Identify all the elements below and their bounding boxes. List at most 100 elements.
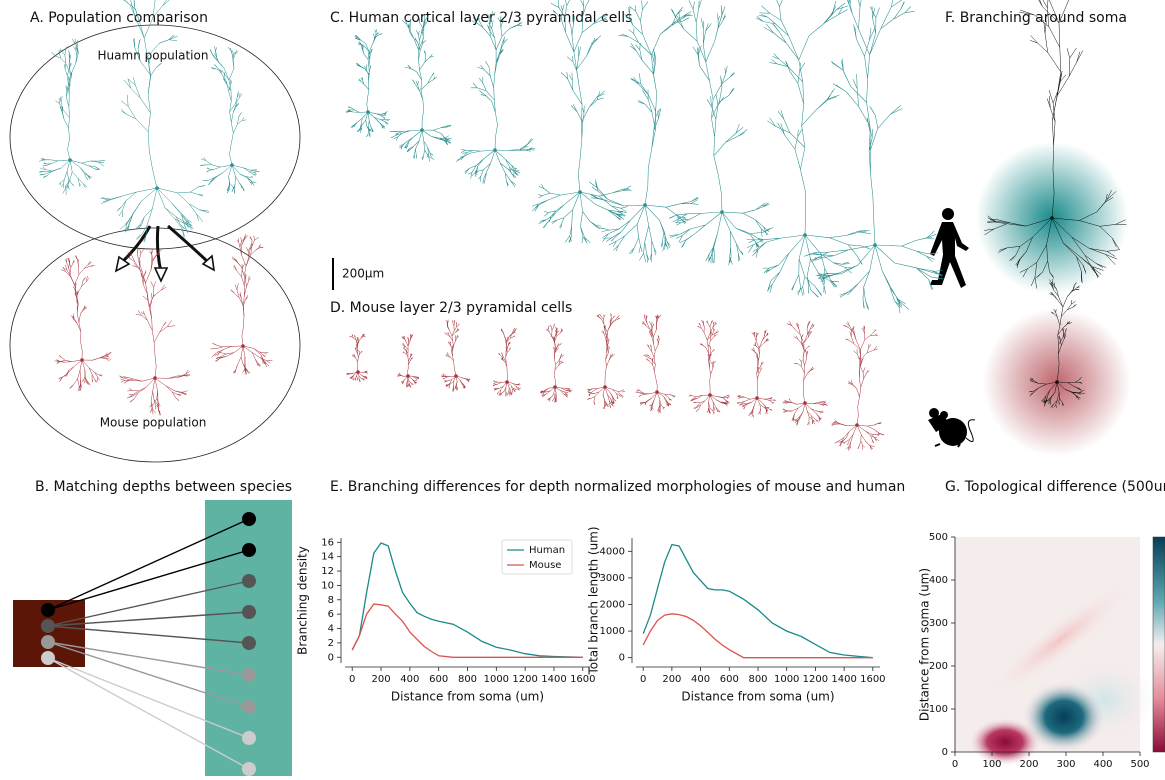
x-tick-label: 0 — [349, 674, 355, 685]
x-axis-label: Distance from soma (um) — [681, 690, 834, 704]
x-tick-label: 1400 — [831, 674, 856, 685]
x-tick-label: 200 — [1019, 759, 1038, 770]
x-tick-label: 600 — [429, 674, 448, 685]
x-tick-label: 100 — [982, 759, 1001, 770]
neuron — [200, 46, 259, 193]
y-tick-label: 12 — [321, 566, 334, 577]
neuron — [737, 330, 776, 418]
soma — [406, 374, 410, 378]
mouse-icon — [928, 408, 975, 447]
y-tick-label: 6 — [328, 609, 334, 620]
soma — [643, 203, 647, 207]
y-tick-label: 0 — [619, 653, 625, 664]
y-axis-label: Branching density — [296, 546, 310, 655]
soma — [1050, 216, 1054, 220]
neuron — [346, 29, 390, 137]
x-tick-label: 400 — [691, 674, 710, 685]
soma — [755, 396, 759, 400]
soma — [68, 158, 72, 162]
panel-title: E. Branching differences for depth norma… — [330, 479, 905, 495]
soma — [1055, 380, 1059, 384]
page: A. Population comparison C. Human cortic… — [0, 0, 1165, 780]
soma — [366, 110, 370, 114]
soma — [153, 376, 157, 380]
neuron — [783, 321, 828, 426]
soma — [720, 210, 724, 214]
y-tick-label: 0 — [942, 747, 948, 758]
x-tick-label: 1600 — [570, 674, 595, 685]
arrow-heads — [116, 256, 214, 281]
x-tick-label: 1400 — [541, 674, 566, 685]
scale-bar-label: 200μm — [342, 267, 384, 281]
soma — [873, 243, 877, 247]
soma — [803, 401, 807, 405]
x-tick-label: 0 — [640, 674, 646, 685]
y-tick-label: 2000 — [600, 599, 625, 610]
soma — [855, 423, 859, 427]
x-tick-label: 1200 — [803, 674, 828, 685]
y-tick-label: 300 — [929, 618, 948, 629]
y-axis-label: Distance from soma (um) — [918, 568, 932, 721]
y-tick-label: 4000 — [600, 546, 625, 557]
y-tick-label: 400 — [929, 575, 948, 586]
soma — [803, 233, 807, 237]
x-tick-label: 600 — [720, 674, 739, 685]
neuron — [747, 0, 871, 297]
x-tick-label: 1200 — [512, 674, 537, 685]
soma — [155, 186, 159, 190]
y-tick-label: 16 — [321, 537, 334, 548]
legend-label: Human — [529, 545, 565, 556]
panel-title: D. Mouse layer 2/3 pyramidal cells — [330, 300, 572, 316]
soma — [603, 385, 607, 389]
soma — [241, 344, 245, 348]
soma — [420, 128, 424, 132]
x-tick-label: 400 — [1093, 759, 1112, 770]
neuron — [669, 0, 773, 265]
human-icon — [930, 208, 969, 288]
y-tick-label: 100 — [929, 704, 948, 715]
x-tick-label: 400 — [400, 674, 419, 685]
x-tick-label: 200 — [662, 674, 681, 685]
y-tick-label: 4 — [328, 624, 334, 635]
soma — [80, 358, 84, 362]
x-tick-label: 1600 — [860, 674, 885, 685]
neuron — [589, 0, 698, 262]
neuron — [532, 0, 631, 243]
neuron — [346, 334, 367, 382]
line — [643, 614, 873, 658]
soma — [708, 393, 712, 397]
y-tick-label: 500 — [929, 532, 948, 543]
neuron — [39, 39, 105, 195]
heatmap-image — [955, 537, 1155, 766]
x-axis-label: Distance from soma (um) — [391, 690, 544, 704]
x-tick-label: 800 — [458, 674, 477, 685]
x-tick-label: 0 — [952, 759, 958, 770]
panel-title: B. Matching depths between species — [35, 479, 292, 495]
x-tick-label: 1000 — [774, 674, 799, 685]
neuron — [120, 248, 191, 416]
neuron — [390, 15, 452, 162]
neuron — [804, 0, 944, 313]
neuron — [55, 256, 112, 392]
y-axis-label: Total branch length (um) — [587, 526, 601, 675]
neuron — [493, 328, 521, 397]
y-tick-label: 1000 — [600, 626, 625, 637]
neuron — [211, 234, 273, 375]
y-tick-label: 200 — [929, 661, 948, 672]
colorbar — [1153, 537, 1165, 752]
population-label: Mouse population — [100, 416, 207, 430]
x-tick-label: 800 — [748, 674, 767, 685]
panel-title: G. Topological difference (500um) — [945, 479, 1165, 495]
soma — [578, 190, 582, 194]
soma — [655, 390, 659, 394]
neuron — [636, 314, 676, 413]
neuron — [397, 334, 419, 388]
neuron — [441, 320, 470, 392]
neuron — [456, 11, 535, 187]
legend-label: Mouse — [529, 560, 561, 571]
line — [643, 545, 873, 658]
y-tick-label: 3000 — [600, 573, 625, 584]
x-tick-label: 300 — [1056, 759, 1075, 770]
panel-title: C. Human cortical layer 2/3 pyramidal ce… — [330, 10, 632, 26]
figure: A. Population comparison C. Human cortic… — [0, 0, 1165, 776]
